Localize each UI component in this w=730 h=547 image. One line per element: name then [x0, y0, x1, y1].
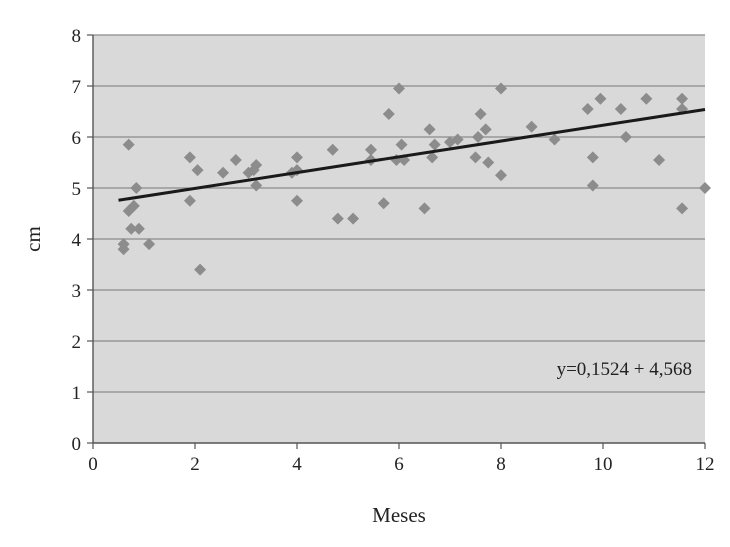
y-tick-label-3: 3: [72, 281, 82, 302]
data-point-28: [377, 197, 390, 210]
data-point-25: [347, 212, 360, 225]
data-point-8: [143, 238, 156, 251]
data-point-57: [676, 92, 689, 105]
x-tick-label-5: 10: [594, 454, 613, 475]
data-point-59: [676, 202, 689, 215]
data-point-18: [250, 179, 263, 192]
data-point-44: [482, 156, 495, 169]
data-point-4: [125, 222, 138, 235]
y-tick-label-7: 7: [72, 77, 82, 98]
data-point-13: [217, 166, 230, 179]
y-axis-title: cm: [21, 226, 45, 252]
trendline-group: [118, 107, 706, 202]
data-point-40: [469, 151, 482, 164]
data-point-37: [428, 138, 441, 151]
x-tick-label-6: 12: [696, 454, 715, 475]
data-point-49: [581, 102, 594, 115]
x-axis-title: Meses: [372, 503, 426, 527]
data-point-51: [586, 179, 599, 192]
y-tick-label-8: 8: [72, 26, 82, 47]
data-point-5: [127, 199, 140, 212]
trendline-equation: y=0,1524 + 4,568: [557, 359, 692, 380]
y-tick-label-6: 6: [72, 128, 82, 149]
trendline: [118, 107, 706, 202]
data-point-23: [326, 143, 339, 156]
y-tick-label-4: 4: [72, 230, 82, 251]
data-point-9: [183, 151, 196, 164]
data-point-10: [183, 194, 196, 207]
data-point-1: [117, 238, 130, 251]
x-tick-label-1: 2: [190, 454, 200, 475]
data-point-22: [291, 194, 303, 207]
data-point-24: [331, 212, 344, 225]
data-point-50: [586, 151, 599, 164]
x-tick-label-3: 6: [394, 454, 404, 475]
y-tick-labels: 0 1 2 3 4 5 6 7 8: [72, 26, 82, 455]
y-tick-label-5: 5: [72, 179, 82, 200]
data-point-6: [130, 182, 143, 194]
axes: [87, 34, 706, 449]
data-point-46: [495, 169, 507, 182]
data-point-31: [393, 82, 405, 95]
data-point-17: [250, 159, 263, 172]
data-point-45: [495, 82, 507, 95]
data-point-60: [699, 182, 711, 194]
data-point-32: [395, 138, 408, 151]
data-point-14: [229, 153, 242, 166]
data-point-12: [194, 263, 207, 276]
data-point-52: [594, 92, 607, 105]
data-point-7: [132, 222, 145, 235]
data-point-11: [191, 164, 204, 177]
data-point-2: [122, 138, 135, 151]
data-point-29: [382, 108, 395, 121]
data-point-26: [364, 143, 377, 156]
data-point-43: [479, 123, 492, 136]
x-tick-labels: 0 2 4 6 8 10 12: [88, 454, 714, 475]
data-point-54: [619, 131, 632, 143]
data-point-35: [423, 123, 436, 136]
data-point-20: [291, 151, 303, 164]
data-point-42: [474, 108, 487, 121]
data-point-47: [525, 120, 538, 133]
x-tick-label-4: 8: [496, 454, 506, 475]
data-point-41: [472, 131, 485, 143]
y-tick-label-0: 0: [72, 434, 82, 455]
x-tick-label-0: 0: [88, 454, 98, 475]
x-tick-label-2: 4: [292, 454, 302, 475]
data-point-36: [426, 151, 439, 164]
data-point-53: [614, 102, 627, 115]
data-point-56: [653, 153, 666, 166]
data-point-34: [418, 202, 431, 215]
data-point-48: [548, 133, 561, 146]
gridlines: [93, 34, 705, 393]
data-point-55: [640, 92, 653, 105]
y-tick-label-2: 2: [72, 332, 82, 353]
data-point-39: [451, 133, 464, 146]
y-tick-label-1: 1: [72, 383, 82, 404]
